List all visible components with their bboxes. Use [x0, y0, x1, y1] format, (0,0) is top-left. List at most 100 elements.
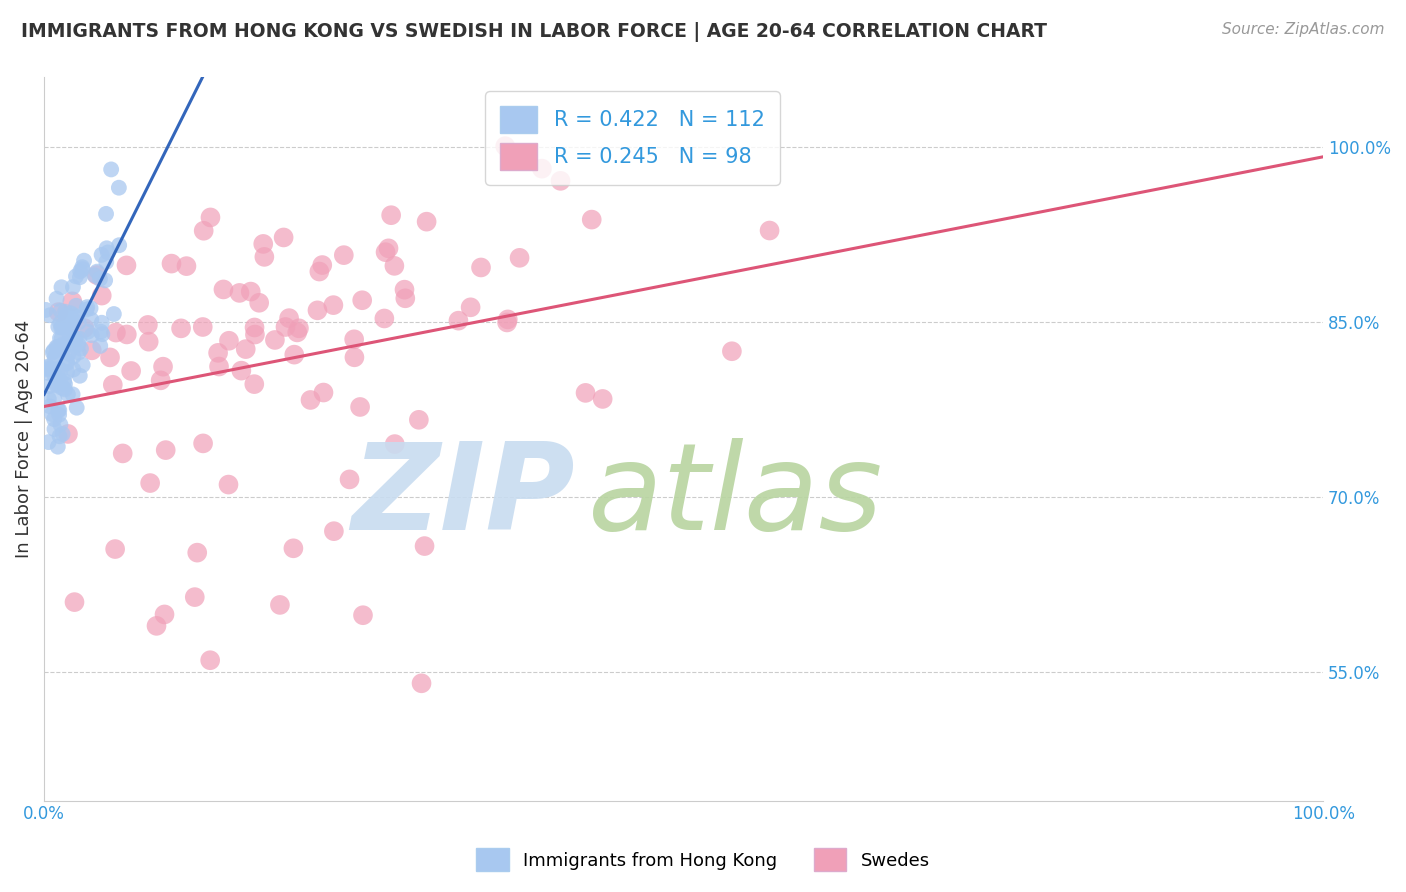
Point [80, 328, 103, 343]
Point [447, 313, 470, 327]
Point [62, 350, 84, 364]
Y-axis label: In Labor Force | Age 20-64: In Labor Force | Age 20-64 [15, 320, 32, 558]
Point [73, 253, 96, 268]
Point [101, 377, 124, 392]
Point [48, 305, 70, 319]
Point [49, 331, 72, 345]
Point [285, 326, 308, 340]
Point [76, 325, 98, 339]
Point [37, 366, 59, 380]
Point [69, 332, 91, 346]
Point [46, 340, 69, 354]
Point [38, 308, 60, 322]
Point [264, 333, 287, 347]
Point [394, 291, 416, 305]
Point [86, 265, 108, 279]
Point [42, 343, 65, 358]
Point [34, 361, 56, 376]
Point [89, 272, 111, 286]
Point [65, 269, 87, 284]
Point [97, 245, 120, 260]
Point [208, 359, 231, 374]
Point [186, 546, 208, 560]
Point [53, 374, 76, 388]
Point [59, 306, 82, 320]
Point [307, 303, 329, 318]
Point [44, 422, 66, 436]
Point [48, 429, 70, 443]
Point [66, 401, 89, 415]
Point [55, 337, 77, 351]
Point [592, 392, 614, 406]
Point [49, 320, 72, 334]
Point [45, 340, 67, 354]
Point [45, 378, 67, 392]
Point [228, 285, 250, 300]
Point [46, 403, 69, 417]
Point [52, 343, 75, 357]
Point [51, 381, 73, 395]
Point [373, 311, 395, 326]
Point [90, 325, 112, 339]
Point [90, 288, 112, 302]
Point [86, 268, 108, 282]
Point [758, 223, 780, 237]
Point [115, 259, 138, 273]
Point [80, 343, 103, 358]
Text: Source: ZipAtlas.com: Source: ZipAtlas.com [1222, 22, 1385, 37]
Point [343, 351, 366, 365]
Point [48, 361, 70, 376]
Point [63, 595, 86, 609]
Point [72, 262, 94, 277]
Point [243, 320, 266, 334]
Point [176, 259, 198, 273]
Point [200, 211, 222, 225]
Point [253, 250, 276, 264]
Point [322, 524, 344, 538]
Point [149, 373, 172, 387]
Point [44, 392, 66, 406]
Point [67, 345, 90, 359]
Point [377, 241, 399, 255]
Point [35, 362, 58, 376]
Point [153, 607, 176, 622]
Point [384, 259, 406, 273]
Point [72, 358, 94, 372]
Point [90, 248, 112, 262]
Point [384, 437, 406, 451]
Point [218, 477, 240, 491]
Point [76, 302, 98, 317]
Point [198, 653, 221, 667]
Point [470, 260, 492, 275]
Point [39, 400, 62, 414]
Point [49, 316, 72, 330]
Point [411, 676, 433, 690]
Point [212, 282, 235, 296]
Point [252, 236, 274, 251]
Point [120, 364, 142, 378]
Point [67, 315, 90, 329]
Text: atlas: atlas [588, 438, 883, 556]
Point [96, 241, 118, 255]
Point [308, 264, 330, 278]
Point [136, 318, 159, 332]
Point [352, 293, 374, 308]
Point [58, 314, 80, 328]
Point [349, 400, 371, 414]
Point [193, 224, 215, 238]
Point [333, 248, 356, 262]
Point [59, 320, 82, 334]
Point [380, 208, 402, 222]
Point [44, 350, 66, 364]
Point [103, 307, 125, 321]
Point [45, 292, 67, 306]
Text: ZIP: ZIP [352, 438, 575, 556]
Point [235, 342, 257, 356]
Legend: Immigrants from Hong Kong, Swedes: Immigrants from Hong Kong, Swedes [470, 841, 936, 879]
Point [53, 304, 76, 318]
Point [65, 299, 87, 313]
Point [83, 268, 105, 283]
Point [239, 285, 262, 299]
Point [65, 331, 87, 345]
Point [184, 590, 207, 604]
